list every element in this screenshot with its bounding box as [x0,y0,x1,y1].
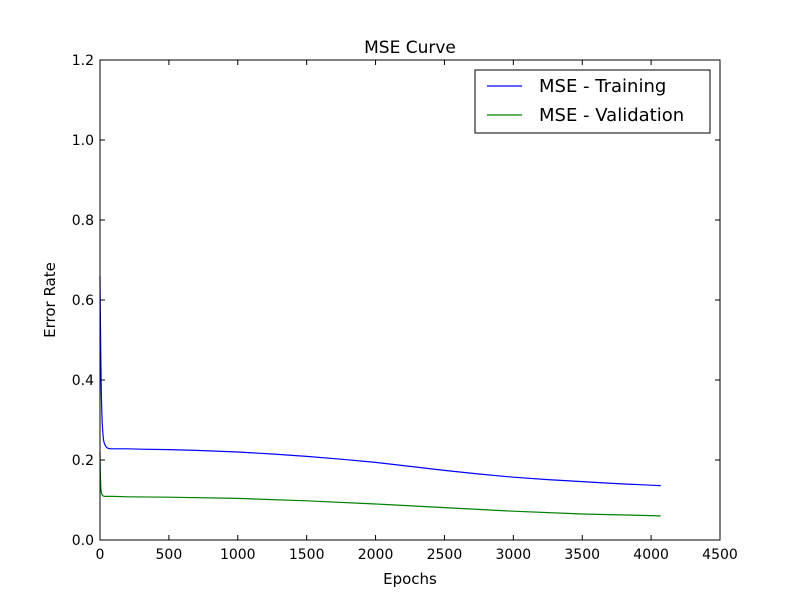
y-axis-label: Error Rate [41,262,59,338]
x-tick-label: 3000 [496,547,532,563]
x-tick-label: 500 [156,547,183,563]
x-axis-label: Epochs [383,570,437,588]
y-tick-label: 0.8 [72,213,94,229]
plot-frame [99,59,721,541]
training-mse-line [99,275,661,487]
y-tick-label: 0.0 [72,533,94,549]
validation-mse-line [99,451,661,517]
legend-label-validation: MSE - Validation [539,105,684,126]
x-tick-label: 2000 [358,547,394,563]
x-tick-label: 0 [96,547,105,563]
y-tick-label: 1.2 [72,53,94,69]
y-tick-label: 1.0 [72,133,94,149]
x-tick-label: 3500 [564,547,600,563]
axis-ticks: 0 500 1000 1500 2000 2500 3000 3500 4000 4500 0.0 0… [72,53,738,563]
x-tick-label: 4000 [633,547,669,563]
chart-title: MSE Curve [364,38,456,58]
series-lines [99,275,661,517]
y-tick-label: 0.4 [72,373,94,389]
x-tick-label: 1500 [289,547,325,563]
legend-box [474,69,711,134]
x-tick-label: 4500 [702,547,738,563]
x-tick-label: 2500 [427,547,463,563]
legend: MSE - Training MSE - Validation [474,69,711,134]
y-tick-label: 0.2 [72,453,94,469]
y-tick-label: 0.6 [72,293,94,309]
legend-label-training: MSE - Training [539,76,666,97]
x-tick-label: 1000 [220,547,256,563]
